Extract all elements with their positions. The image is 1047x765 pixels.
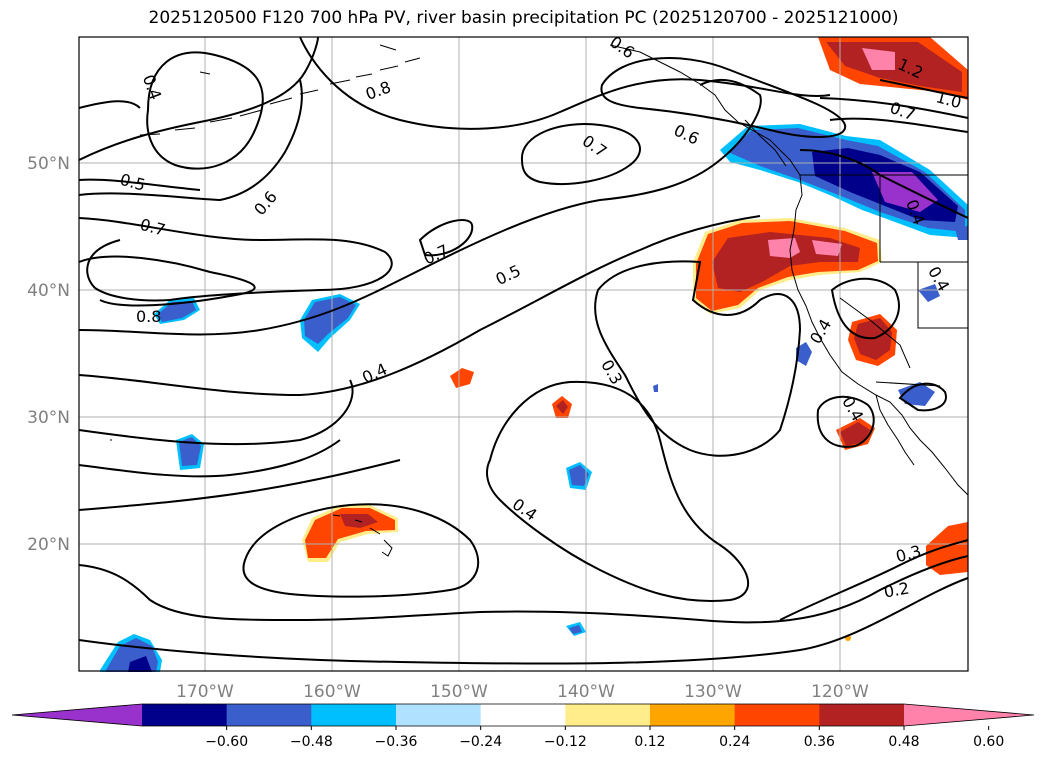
map-frame [78, 36, 969, 672]
colorbar-segment [396, 704, 482, 726]
colorbar-segment [734, 704, 820, 726]
contour-label: 0.6 [250, 187, 281, 219]
colorbar-tick-label: −0.36 [375, 734, 418, 750]
colorbar-segment [311, 704, 397, 726]
colorbar-extend-high [904, 704, 1034, 726]
colorbar-segment [650, 704, 736, 726]
contour-label: 0.4 [806, 316, 835, 348]
lat-axis: 50°N 40°N 30°N 20°N [27, 154, 70, 555]
contour-label: 0.4 [838, 393, 867, 425]
colorbar-segment [480, 704, 566, 726]
lon-tick-label: 170°W [176, 682, 234, 702]
contour-label: 0.4 [509, 494, 541, 524]
pv-contours [78, 36, 969, 665]
lat-tick-label: 40°N [27, 281, 70, 301]
contour-label: 0.8 [363, 77, 393, 104]
lat-tick-label: 50°N [27, 154, 70, 174]
precip-patch-150w [450, 368, 474, 388]
colorbar: −0.60 −0.48 −0.36 −0.24 −0.12 0.12 0.24 0.36 0.4… [11, 703, 1035, 750]
gridlines [79, 37, 968, 671]
contour-label: 0.3 [894, 541, 924, 566]
contour-label: 0.7 [421, 241, 452, 269]
lat-tick-label: 30°N [27, 408, 70, 428]
coastlines [110, 44, 969, 557]
precip-patch-baja [898, 382, 935, 406]
colorbar-tick-label: 0.36 [804, 734, 835, 750]
lon-tick-label: 150°W [430, 682, 488, 702]
contour-label: 0.2 [882, 578, 910, 601]
colorbar-extend-low [12, 704, 142, 726]
colorbar-tick-label: 0.60 [973, 734, 1004, 750]
contour-label: 0.6 [671, 121, 702, 149]
colorbar-segment [226, 704, 312, 726]
lon-tick-label: 160°W [303, 682, 361, 702]
lon-tick-label: 120°W [811, 682, 869, 702]
contour-label: 0.4 [139, 72, 166, 102]
contour-label: 0.5 [118, 170, 148, 195]
precip-shading [100, 37, 968, 672]
colorbar-segment [565, 704, 651, 726]
lon-tick-label: 140°W [557, 682, 615, 702]
contour-label: 0.7 [138, 215, 168, 240]
lon-tick-label: 130°W [684, 682, 742, 702]
colorbar-segment [819, 704, 905, 726]
lon-axis: 170°W 160°W 150°W 140°W 130°W 120°W [176, 682, 869, 702]
colorbar-segment [142, 704, 228, 726]
colorbar-tick-label: −0.12 [544, 734, 587, 750]
colorbar-tick-label: −0.24 [459, 734, 502, 750]
colorbar-tick-label: 0.48 [888, 734, 919, 750]
colorbar-tick-label: −0.60 [205, 734, 248, 750]
contour-label: 0.7 [579, 131, 611, 161]
colorbar-tick-label: 0.12 [634, 734, 665, 750]
precip-patch-se [926, 522, 968, 575]
lat-tick-label: 20°N [27, 535, 70, 555]
colorbar-tick-label: −0.48 [290, 734, 333, 750]
contour-label: 0.8 [136, 307, 161, 326]
contour-labels: 0.4 0.8 0.6 0.6 0.5 0.6 0.7 0.7 0.7 0.5 … [118, 32, 963, 601]
colorbar-tick-label: 0.24 [719, 734, 750, 750]
map-title: 2025120500 F120 700 hPa PV, river basin … [148, 8, 899, 28]
contour-label: 0.5 [493, 261, 524, 289]
